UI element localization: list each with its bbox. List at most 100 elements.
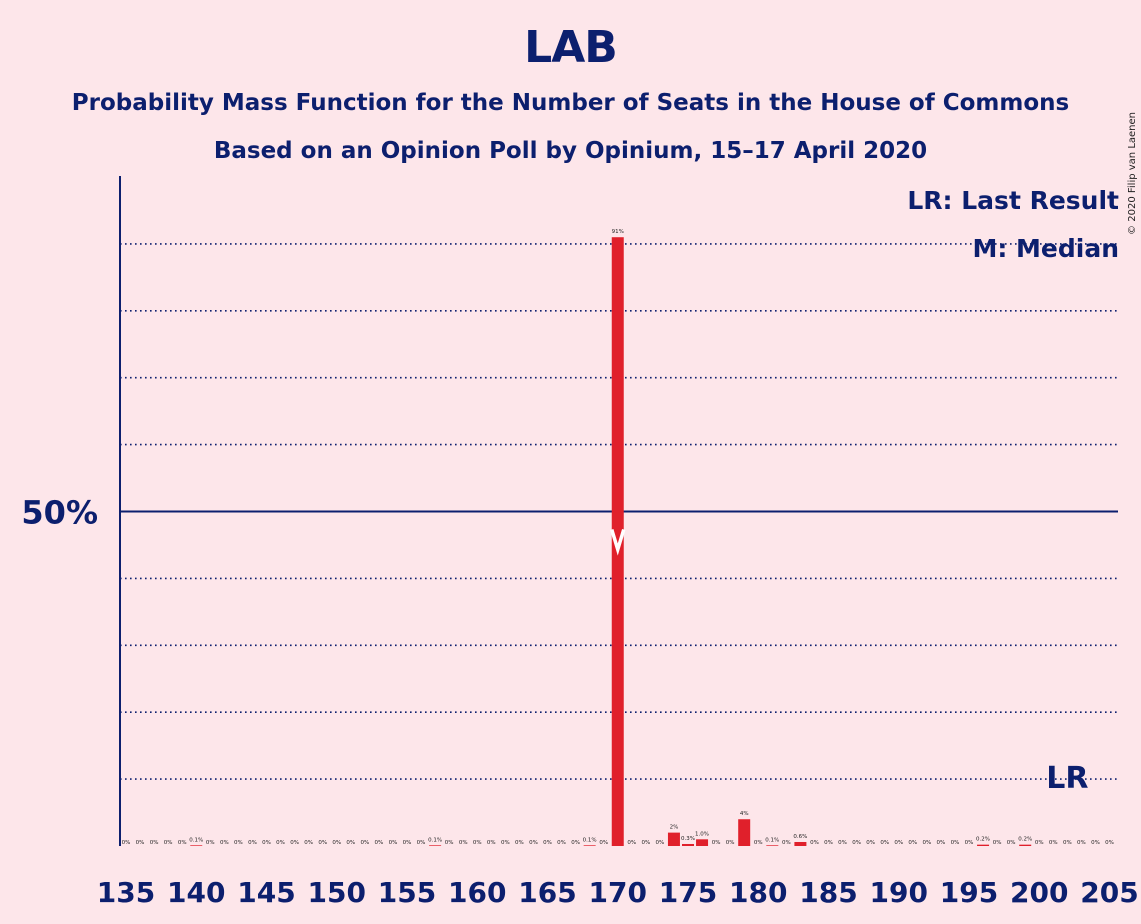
bar-196	[977, 844, 990, 846]
bar-label-189: 0%	[880, 840, 889, 846]
bar-label-149: 0%	[318, 840, 327, 846]
bar-label-175: 0.3%	[681, 836, 695, 842]
x-tick-label-200: 200	[1010, 876, 1068, 909]
bar-168	[583, 845, 596, 846]
bar-label-190: 0%	[894, 840, 903, 846]
bar-label-165: 0%	[543, 840, 552, 846]
bar-label-202: 0%	[1063, 840, 1072, 846]
bar-label-179: 4%	[740, 811, 749, 817]
legend-last-result: LR: Last Result	[907, 186, 1119, 215]
bar-label-200: 0%	[1035, 840, 1044, 846]
x-tick-label-175: 175	[659, 876, 717, 909]
chart-subtitle: Probability Mass Function for the Number…	[71, 90, 1070, 116]
x-tick-label-145: 145	[237, 876, 295, 909]
x-tick-label-190: 190	[870, 876, 928, 909]
bar-label-146: 0%	[276, 840, 285, 846]
bar-label-174: 2%	[670, 825, 679, 831]
bar-label-183: 0.6%	[793, 834, 807, 840]
chart-subtitle-poll: Based on an Opinion Poll by Opinium, 15–…	[213, 138, 928, 164]
x-tick-label-170: 170	[589, 876, 647, 909]
bar-label-187: 0%	[852, 840, 861, 846]
bar-label-144: 0%	[248, 840, 257, 846]
bar-label-185: 0%	[824, 840, 833, 846]
bar-label-155: 0%	[403, 840, 412, 846]
bar-label-205: 0%	[1105, 840, 1114, 846]
bar-label-157: 0.1%	[428, 837, 442, 843]
bar-label-142: 0%	[220, 840, 229, 846]
bar-label-154: 0%	[389, 840, 398, 846]
bar-label-195: 0%	[965, 840, 974, 846]
bar-175	[682, 843, 694, 846]
bar-174	[667, 832, 680, 846]
bar-183	[794, 841, 807, 846]
bar-label-166: 0%	[557, 840, 566, 846]
bar-label-177: 0%	[712, 840, 721, 846]
bar-label-184: 0%	[810, 840, 819, 846]
bar-157	[429, 845, 442, 846]
bar-label-198: 0%	[1007, 840, 1016, 846]
bar-label-197: 0%	[993, 840, 1002, 846]
x-tick-label-185: 185	[799, 876, 857, 909]
bar-label-139: 0%	[178, 840, 187, 846]
bar-label-148: 0%	[304, 840, 313, 846]
y-tick-label-50: 50%	[21, 494, 98, 532]
bar-label-191: 0%	[908, 840, 917, 846]
bar-label-188: 0%	[866, 840, 875, 846]
bar-label-160: 0%	[473, 840, 482, 846]
bar-label-156: 0%	[417, 840, 426, 846]
bar-label-164: 0%	[529, 840, 538, 846]
bar-label-199: 0.2%	[1018, 837, 1032, 843]
bar-label-158: 0%	[445, 840, 454, 846]
x-tick-label-155: 155	[378, 876, 436, 909]
bar-label-161: 0%	[487, 840, 496, 846]
bar-label-173: 0%	[656, 840, 665, 846]
bar-label-136: 0%	[136, 840, 145, 846]
bar-label-169: 0%	[599, 840, 608, 846]
bar-label-172: 0%	[641, 840, 650, 846]
bar-199	[1019, 844, 1032, 846]
median-marker	[610, 528, 626, 556]
bar-170	[611, 237, 624, 846]
bar-label-181: 0.1%	[765, 837, 779, 843]
bar-label-143: 0%	[234, 840, 243, 846]
bar-label-180: 0%	[754, 840, 763, 846]
x-tick-label-165: 165	[518, 876, 576, 909]
bar-label-138: 0%	[164, 840, 173, 846]
last-result-label: LR	[1046, 761, 1088, 796]
bar-label-178: 0%	[726, 840, 735, 846]
bar-label-182: 0%	[782, 840, 791, 846]
bar-176	[696, 839, 709, 846]
bar-181	[766, 845, 779, 846]
bar-label-147: 0%	[290, 840, 299, 846]
bar-label-170: 91%	[612, 229, 624, 235]
bar-label-151: 0%	[346, 840, 355, 846]
bar-label-152: 0%	[360, 840, 369, 846]
bar-label-193: 0%	[937, 840, 946, 846]
x-tick-label-205: 205	[1080, 876, 1138, 909]
legend-median: M: Median	[972, 234, 1119, 263]
x-tick-label-160: 160	[448, 876, 506, 909]
bar-label-137: 0%	[150, 840, 159, 846]
bar-label-141: 0%	[206, 840, 215, 846]
bar-label-167: 0%	[571, 840, 580, 846]
bar-label-135: 0%	[122, 840, 131, 846]
chart-title: LAB	[524, 22, 618, 73]
x-tick-label-135: 135	[97, 876, 155, 909]
bar-label-140: 0.1%	[189, 837, 203, 843]
bar-label-186: 0%	[838, 840, 847, 846]
bar-label-163: 0%	[515, 840, 524, 846]
bar-label-150: 0%	[332, 840, 341, 846]
bar-label-153: 0%	[375, 840, 384, 846]
x-tick-label-140: 140	[167, 876, 225, 909]
bar-label-203: 0%	[1077, 840, 1086, 846]
x-tick-label-150: 150	[308, 876, 366, 909]
bar-label-176: 1.0%	[695, 831, 709, 837]
bar-label-162: 0%	[501, 840, 510, 846]
bar-label-196: 0.2%	[976, 837, 990, 843]
x-tick-label-180: 180	[729, 876, 787, 909]
bar-label-168: 0.1%	[583, 837, 597, 843]
bar-179	[738, 819, 751, 846]
bar-label-204: 0%	[1091, 840, 1100, 846]
bar-label-159: 0%	[459, 840, 468, 846]
